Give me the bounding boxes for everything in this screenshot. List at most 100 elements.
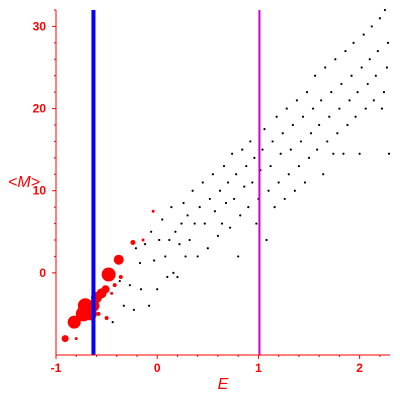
- small-point-120: [382, 91, 386, 94]
- small-point-123: [386, 41, 390, 44]
- small-point-65: [271, 140, 274, 143]
- small-point-53: [247, 206, 250, 209]
- small-point-93: [328, 115, 331, 118]
- small-point-96: [334, 58, 337, 61]
- small-point-1: [118, 279, 121, 283]
- small-point-6: [138, 261, 142, 265]
- small-point-63: [267, 189, 270, 192]
- small-point-40: [220, 222, 224, 225]
- small-point-14: [161, 218, 164, 221]
- small-point-49: [239, 214, 242, 217]
- large-point-8: [96, 311, 101, 316]
- small-point-89: [320, 99, 323, 102]
- small-point-42: [224, 201, 228, 205]
- large-point-14: [112, 283, 117, 288]
- y-axis-label: <M>: [8, 174, 40, 191]
- small-point-21: [176, 275, 179, 279]
- small-point-8: [143, 243, 147, 246]
- small-point-114: [370, 25, 373, 28]
- small-point-61: [263, 128, 266, 131]
- small-point-46: [233, 197, 236, 201]
- small-point-44: [228, 226, 232, 229]
- small-point-102: [346, 123, 349, 127]
- small-point-86: [314, 74, 317, 77]
- x-tick-label-1: 0: [154, 361, 161, 375]
- small-point-119: [380, 107, 384, 110]
- small-point-43: [226, 181, 230, 184]
- small-point-122: [385, 66, 389, 69]
- small-point-34: [206, 247, 209, 250]
- large-point-19: [151, 209, 155, 213]
- small-point-64: [269, 164, 272, 168]
- small-point-118: [378, 17, 381, 20]
- small-point-117: [376, 49, 379, 53]
- small-point-92: [326, 140, 329, 143]
- small-point-121: [383, 8, 387, 12]
- small-point-19: [172, 271, 175, 274]
- small-point-35: [208, 197, 211, 201]
- small-point-111: [364, 107, 367, 110]
- y-tick-label-2: 20: [33, 102, 47, 116]
- small-point-77: [295, 99, 298, 102]
- data-points: [61, 8, 391, 343]
- small-point-45: [231, 152, 234, 155]
- small-point-104: [350, 74, 353, 77]
- small-point-5: [134, 247, 138, 250]
- small-point-4: [132, 308, 136, 311]
- small-point-10: [150, 230, 153, 233]
- small-point-124: [387, 152, 391, 155]
- small-point-97: [336, 132, 339, 135]
- small-point-26: [186, 214, 189, 217]
- small-point-90: [322, 173, 325, 176]
- small-point-22: [178, 243, 181, 246]
- small-point-95: [332, 152, 335, 155]
- small-point-28: [191, 189, 194, 192]
- x-axis-label: E: [218, 376, 229, 393]
- small-point-73: [287, 173, 290, 176]
- small-point-51: [243, 185, 246, 188]
- small-point-17: [168, 238, 171, 242]
- small-point-16: [166, 275, 169, 279]
- small-point-87: [316, 148, 319, 151]
- small-point-0: [111, 321, 114, 324]
- small-point-69: [279, 152, 282, 155]
- large-point-1: [67, 315, 81, 329]
- small-point-32: [201, 181, 204, 184]
- small-point-100: [342, 152, 345, 155]
- small-point-25: [184, 255, 187, 258]
- small-point-72: [285, 107, 288, 110]
- small-point-106: [354, 115, 357, 118]
- small-point-52: [245, 164, 248, 168]
- large-point-12: [101, 267, 116, 282]
- small-point-79: [299, 140, 303, 143]
- large-point-15: [113, 254, 124, 265]
- small-point-85: [311, 107, 315, 110]
- small-point-13: [158, 238, 161, 242]
- small-point-103: [348, 99, 351, 102]
- small-point-37: [213, 210, 217, 213]
- small-point-68: [277, 181, 280, 184]
- small-point-33: [203, 222, 206, 225]
- small-point-54: [249, 140, 252, 143]
- small-point-84: [309, 132, 313, 135]
- small-point-7: [139, 288, 143, 291]
- small-point-12: [156, 288, 159, 291]
- small-point-18: [170, 206, 173, 209]
- small-point-101: [344, 49, 347, 53]
- small-point-99: [340, 82, 343, 86]
- small-point-71: [283, 197, 286, 201]
- x-tick-label-0: -1: [51, 361, 62, 375]
- large-point-0: [61, 335, 69, 343]
- small-point-109: [360, 66, 363, 69]
- small-point-94: [330, 91, 333, 94]
- small-point-83: [307, 156, 311, 159]
- small-point-48: [237, 255, 240, 258]
- small-point-82: [305, 91, 309, 94]
- small-point-67: [275, 115, 278, 118]
- large-point-16: [118, 274, 123, 279]
- small-point-60: [261, 148, 264, 151]
- small-point-23: [180, 222, 183, 225]
- small-point-30: [196, 255, 199, 258]
- small-point-112: [366, 82, 369, 86]
